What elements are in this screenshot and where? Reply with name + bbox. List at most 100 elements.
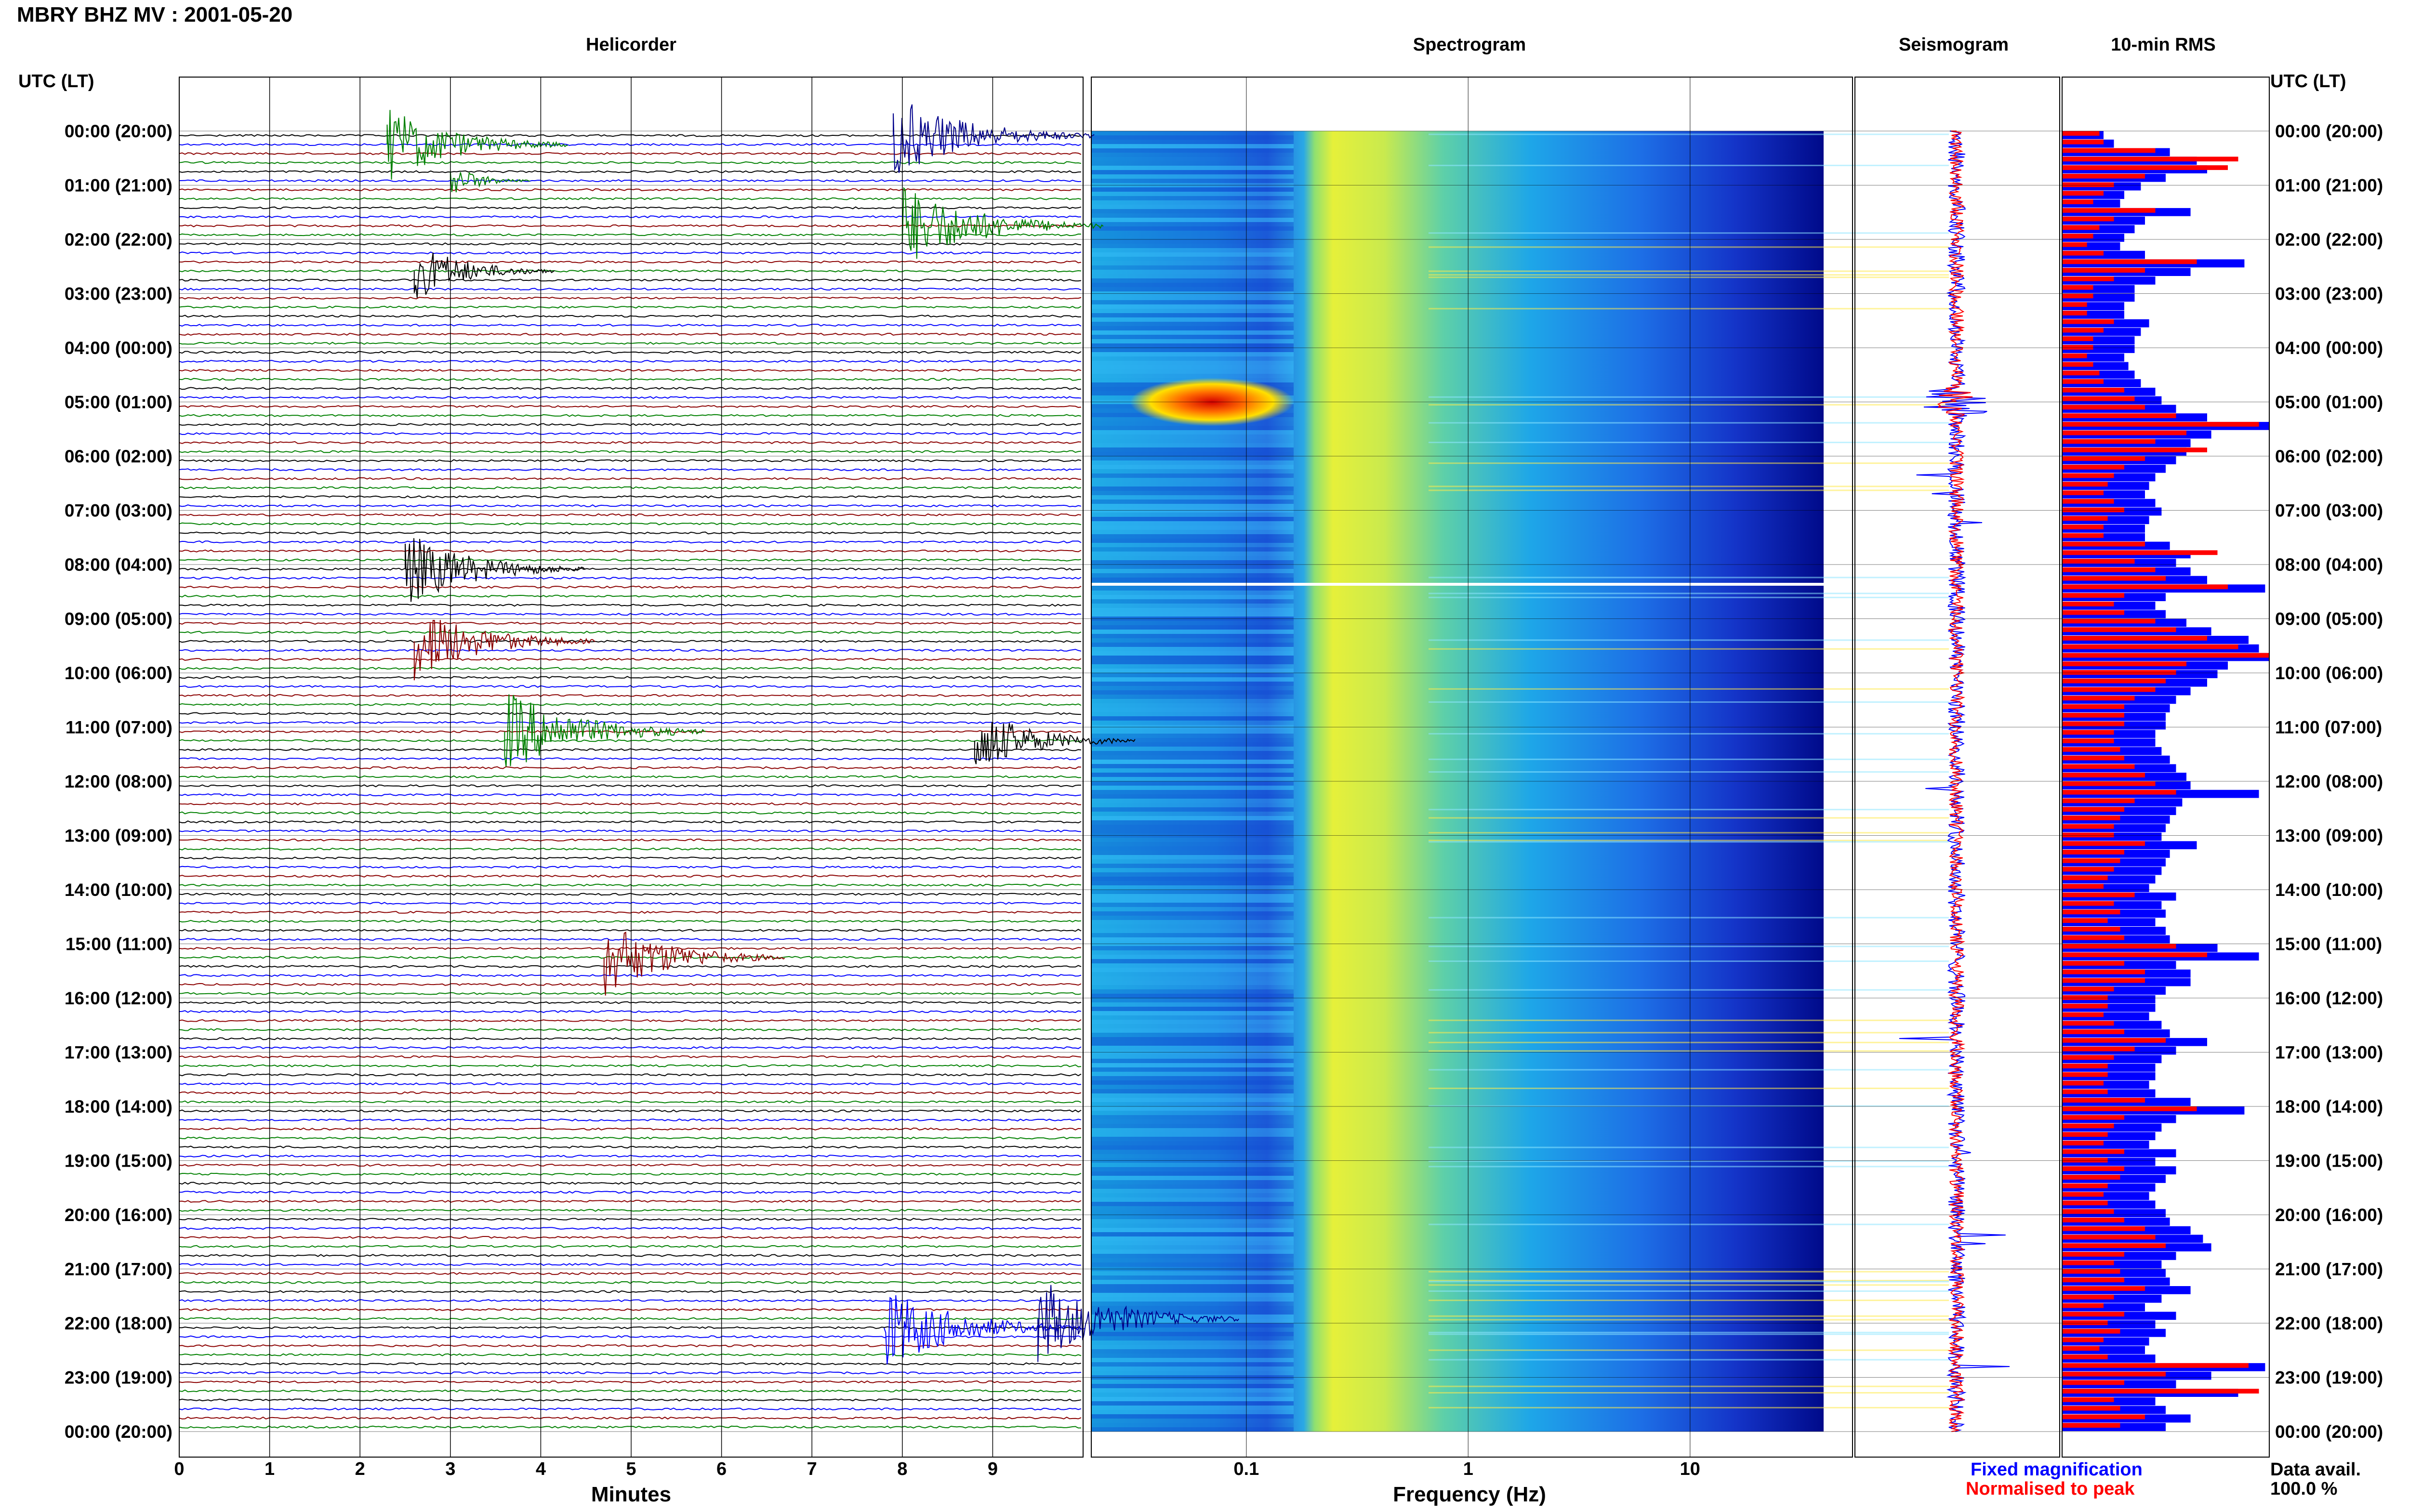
data-availability-label: Data avail. — [2270, 1459, 2361, 1480]
panel-frames — [179, 77, 2270, 1458]
spectrogram-texture — [1091, 1046, 1294, 1050]
spectrogram-texture — [1091, 534, 1294, 539]
spectrogram-texture — [1091, 1011, 1294, 1015]
rms-bar-normalised — [2062, 285, 2093, 290]
hour-label-right: 01:00 (21:00) — [2275, 176, 2383, 196]
spectrogram-texture — [1091, 890, 1294, 894]
rms-bar-normalised — [2062, 362, 2093, 367]
hour-label-right: 22:00 (18:00) — [2275, 1314, 2383, 1333]
helicorder-trace — [179, 305, 1082, 309]
rms-bar-normalised — [2062, 328, 2104, 333]
spectrogram-texture — [1091, 634, 1294, 638]
hour-label-right: 23:00 (19:00) — [2275, 1368, 2383, 1388]
helicorder-trace — [179, 233, 1082, 237]
spectrogram-texture — [1091, 881, 1294, 885]
helicorder-tick-label: 0 — [174, 1459, 184, 1479]
spectrogram-texture — [1091, 539, 1294, 543]
hour-label-right: 07:00 (03:00) — [2275, 501, 2383, 521]
spectrogram-texture — [1091, 330, 1294, 335]
helicorder-trace — [179, 965, 1082, 968]
time-axis-label-left: UTC (LT) — [18, 71, 94, 92]
rms-bar-normalised — [2062, 1217, 2124, 1223]
spectrogram-texture — [1091, 1167, 1294, 1171]
helicorder-trace — [179, 179, 1082, 183]
hour-label-right: 05:00 (01:00) — [2275, 393, 2383, 412]
helicorder-trace — [179, 1191, 1082, 1194]
spectrogram-texture — [1091, 734, 1294, 738]
spectrogram-texture — [1091, 1419, 1294, 1423]
spectrogram-texture — [1091, 469, 1294, 473]
spectrogram-texture — [1091, 339, 1294, 343]
helicorder-trace — [179, 1299, 1082, 1302]
hour-label-left: 05:00 (01:00) — [65, 393, 172, 412]
helicorder-trace — [179, 1353, 1082, 1356]
spectrogram-texture — [1091, 1275, 1294, 1280]
spectrogram-texture — [1091, 326, 1294, 330]
spectrogram-texture — [1091, 343, 1294, 348]
rms-bar-normalised — [2062, 191, 2104, 196]
helicorder-trace — [179, 1398, 1082, 1402]
rms-bar-normalised — [2062, 815, 2120, 820]
rms-bar-normalised — [2062, 182, 2114, 187]
spectrogram-texture — [1091, 859, 1294, 864]
rms-bar-normalised — [2062, 293, 2093, 299]
rms-bar-normalised — [2062, 242, 2087, 247]
spectrogram-texture — [1091, 517, 1294, 521]
spectrogram-texture — [1091, 1362, 1294, 1367]
rms-bar-normalised — [2062, 473, 2114, 478]
hour-label-left: 07:00 (03:00) — [65, 501, 172, 521]
rms-bar-normalised — [2062, 173, 2145, 179]
helicorder-trace — [179, 296, 1082, 300]
helicorder-trace — [179, 604, 1082, 607]
spectrogram-line — [1429, 308, 1949, 310]
spectrogram-texture — [1091, 265, 1294, 270]
spectrogram-texture — [1091, 781, 1294, 786]
data-availability-value: 100.0 % — [2270, 1479, 2338, 1499]
helicorder-trace — [179, 1019, 1082, 1022]
spectrogram-texture — [1091, 963, 1294, 968]
spectrogram-texture — [1091, 547, 1294, 552]
rms-bar-normalised — [2062, 986, 2114, 992]
rms-bar-normalised — [2062, 944, 2176, 949]
spectrogram-line — [1429, 1333, 1949, 1335]
spectrogram-texture — [1091, 443, 1294, 447]
helicorder-trace — [179, 459, 1082, 462]
spectrogram-texture — [1091, 916, 1294, 920]
helicorder-trace — [179, 342, 1082, 345]
spectrogram-texture — [1091, 218, 1294, 222]
rms-bar-normalised — [2062, 1414, 2145, 1420]
spectrogram-line — [1429, 771, 1949, 773]
spectrogram-texture — [1091, 1367, 1294, 1371]
rms-bar-normalised — [2062, 507, 2124, 513]
spectrogram-line — [1429, 1146, 1949, 1148]
helicorder-trace — [179, 676, 1082, 679]
spectrogram-texture — [1091, 1293, 1294, 1297]
helicorder-trace — [179, 486, 1082, 489]
hour-label-right: 04:00 (00:00) — [2275, 338, 2383, 358]
hour-label-left: 13:00 (09:00) — [65, 826, 172, 846]
hour-label-left: 16:00 (12:00) — [65, 988, 172, 1008]
helicorder-trace — [179, 288, 1082, 291]
rms-bar-normalised — [2062, 490, 2104, 495]
helicorder-trace — [179, 1127, 1082, 1131]
spectrogram-texture — [1091, 703, 1294, 708]
helicorder-trace — [179, 1136, 1082, 1140]
rms-bar-normalised — [2062, 525, 2104, 529]
spectrogram-texture — [1091, 799, 1294, 803]
spectrogram-texture — [1091, 1132, 1294, 1137]
spectrogram-line — [1429, 577, 1949, 579]
spectrogram-tick-label: 1 — [1463, 1459, 1473, 1479]
spectrogram-texture — [1091, 959, 1294, 963]
spectrogram-line — [1429, 960, 1949, 962]
spectrogram-texture — [1091, 452, 1294, 456]
rms-bar-normalised — [2062, 1038, 2166, 1043]
hour-label-left: 00:00 (20:00) — [65, 121, 172, 141]
rms-bar-normalised — [2062, 935, 2124, 940]
spectrogram-texture — [1091, 170, 1294, 174]
spectrogram-texture — [1091, 296, 1294, 300]
spectrogram-texture — [1091, 630, 1294, 634]
rms-bar-normalised — [2062, 157, 2238, 162]
spectrogram-line — [1429, 1069, 1949, 1071]
spectrogram-texture — [1091, 1245, 1294, 1249]
hour-label-left: 23:00 (19:00) — [65, 1368, 172, 1388]
